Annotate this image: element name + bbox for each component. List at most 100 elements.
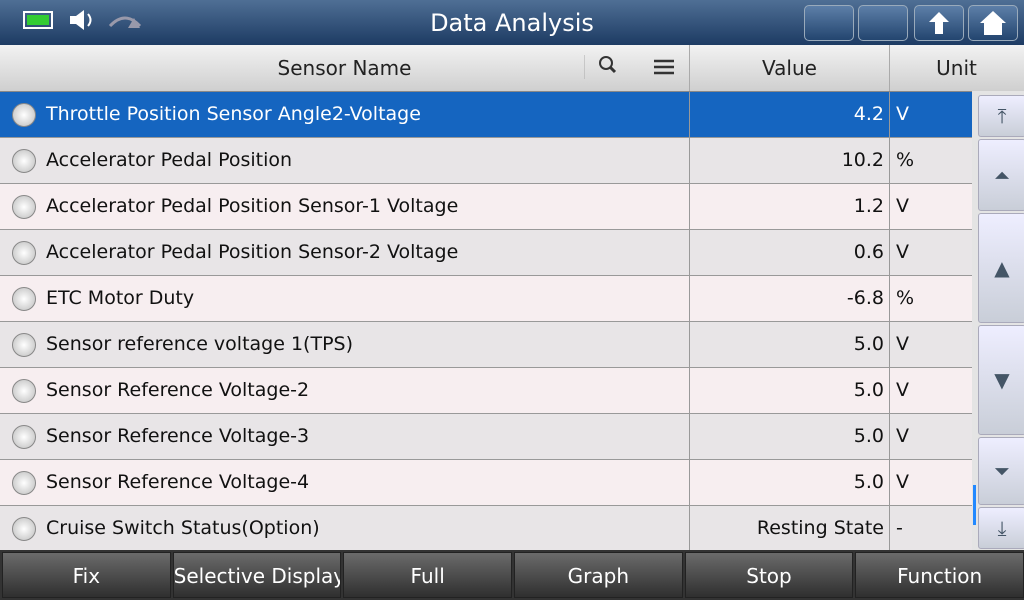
radio-button[interactable] bbox=[12, 195, 36, 219]
sensor-name: Sensor reference voltage 1(TPS) bbox=[46, 333, 353, 355]
sensor-value: 10.2 bbox=[841, 149, 884, 171]
scrollbar: ⤒ ⏶ ▲ ▼ ⏷ ⤓ bbox=[972, 91, 1024, 550]
sensor-name: Cruise Switch Status(Option) bbox=[46, 517, 320, 539]
column-divider bbox=[889, 276, 890, 321]
sensor-value: 4.2 bbox=[853, 103, 884, 125]
column-header: Sensor Name bbox=[0, 45, 690, 91]
column-divider bbox=[689, 184, 690, 229]
radio-button[interactable] bbox=[12, 425, 36, 449]
sensor-row[interactable]: Sensor Reference Voltage-2 5.0 V bbox=[0, 368, 972, 414]
column-divider bbox=[889, 138, 890, 183]
sensor-name: ETC Motor Duty bbox=[46, 287, 195, 309]
sensor-unit: - bbox=[896, 517, 903, 539]
sensor-row[interactable]: Cruise Switch Status(Option) Resting Stat… bbox=[0, 506, 972, 552]
sensor-unit: V bbox=[896, 379, 909, 401]
radio-button[interactable] bbox=[12, 517, 36, 541]
sensor-name: Accelerator Pedal Position bbox=[46, 149, 293, 171]
column-header: Value bbox=[690, 45, 890, 91]
radio-button[interactable] bbox=[12, 287, 36, 311]
column-divider bbox=[889, 368, 890, 413]
sensor-value: 5.0 bbox=[853, 379, 884, 401]
column-divider bbox=[889, 230, 890, 275]
column-divider bbox=[889, 322, 890, 367]
sensor-name: Sensor Reference Voltage-2 bbox=[46, 379, 310, 401]
sensor-name: Accelerator Pedal Position Sensor-1 Volt… bbox=[46, 195, 459, 217]
scroll-thumb bbox=[973, 485, 976, 525]
header-tools[interactable] bbox=[584, 45, 684, 91]
column-divider bbox=[889, 414, 890, 459]
sensor-value: Resting State bbox=[756, 517, 884, 539]
page-down[interactable]: ⏷ bbox=[978, 437, 1024, 505]
line-down[interactable]: ▼ bbox=[978, 325, 1024, 435]
radio-button[interactable] bbox=[12, 333, 36, 357]
sensor-row[interactable]: Sensor Reference Voltage-3 5.0 V bbox=[0, 414, 972, 460]
home-icon bbox=[980, 11, 1006, 35]
sensor-value: 0.6 bbox=[853, 241, 884, 263]
column-divider bbox=[689, 506, 690, 551]
sensor-unit: V bbox=[896, 103, 909, 125]
sensor-unit: V bbox=[896, 333, 909, 355]
radio-button[interactable] bbox=[12, 379, 36, 403]
home-button[interactable] bbox=[968, 5, 1018, 41]
radio-button[interactable] bbox=[12, 149, 36, 173]
sensor-unit: % bbox=[896, 287, 915, 309]
column-header: Unit bbox=[936, 56, 977, 80]
toolbar-button[interactable]: Full bbox=[343, 552, 512, 598]
column-divider bbox=[689, 138, 690, 183]
toolbar-button[interactable]: Fix bbox=[2, 552, 171, 598]
column-divider bbox=[689, 460, 690, 505]
toolbar-button[interactable]: Selective Display bbox=[172, 552, 342, 598]
back-icon bbox=[929, 12, 949, 34]
sensor-row[interactable]: Accelerator Pedal Position Sensor-2 Volt… bbox=[0, 230, 972, 276]
column-divider bbox=[889, 506, 890, 551]
vehicle-info-button[interactable] bbox=[804, 5, 854, 41]
column-title: Sensor Name bbox=[277, 56, 412, 80]
sensor-value: 1.2 bbox=[853, 195, 884, 217]
sensor-row[interactable]: Sensor reference voltage 1(TPS) 5.0 V bbox=[0, 322, 972, 368]
sensor-name: Accelerator Pedal Position Sensor-2 Volt… bbox=[46, 241, 459, 263]
sensor-value: 5.0 bbox=[853, 333, 884, 355]
back-button[interactable] bbox=[914, 5, 964, 41]
sensor-unit: % bbox=[896, 149, 915, 171]
sensor-unit: V bbox=[896, 471, 909, 493]
sensor-row[interactable]: Accelerator Pedal Position 10.2% bbox=[0, 138, 972, 184]
scroll-top[interactable]: ⤒ bbox=[978, 95, 1024, 137]
sensor-row[interactable]: Accelerator Pedal Position Sensor-1 Volt… bbox=[0, 184, 972, 230]
sensor-name: Sensor Reference Voltage-3 bbox=[46, 425, 310, 447]
column-divider bbox=[889, 184, 890, 229]
sensor-row[interactable]: Throttle Position Sensor Angle2-Voltage 4… bbox=[0, 92, 972, 138]
bottom-toolbar: Fix Selective Display Full Graph Stop Functio… bbox=[0, 550, 1024, 600]
column-divider bbox=[889, 92, 890, 137]
screenshot-button[interactable] bbox=[858, 5, 908, 41]
sensor-unit: V bbox=[896, 425, 909, 447]
page-up[interactable]: ⏶ bbox=[978, 139, 1024, 211]
sensor-list: Throttle Position Sensor Angle2-Voltage 4… bbox=[0, 92, 972, 552]
sensor-value: 5.0 bbox=[853, 425, 884, 447]
toolbar-button[interactable]: Stop bbox=[684, 552, 854, 598]
column-divider bbox=[689, 276, 690, 321]
column-divider bbox=[689, 322, 690, 367]
radio-button[interactable] bbox=[12, 471, 36, 495]
column-divider bbox=[889, 460, 890, 505]
sensor-name: Throttle Position Sensor Angle2-Voltage bbox=[46, 103, 421, 125]
sensor-row[interactable]: ETC Motor Duty -6.8% bbox=[0, 276, 972, 322]
sensor-value: -6.8 bbox=[846, 287, 884, 309]
scroll-bottom[interactable]: ⤓ bbox=[978, 507, 1024, 549]
sensor-row[interactable]: Sensor Reference Voltage-4 5.0 V bbox=[0, 460, 972, 506]
toolbar-button[interactable]: Function bbox=[855, 552, 1024, 598]
screen-title: Data Analysis bbox=[430, 9, 594, 37]
sensor-unit: V bbox=[896, 241, 909, 263]
column-divider bbox=[689, 230, 690, 275]
toolbar-button[interactable]: Graph bbox=[514, 552, 683, 598]
line-up[interactable]: ▲ bbox=[978, 213, 1024, 323]
status-icons bbox=[23, 10, 142, 30]
column-divider bbox=[689, 368, 690, 413]
table-header: Sensor Name Value Unit bbox=[0, 45, 1024, 92]
radio-button[interactable] bbox=[12, 241, 36, 265]
sensor-unit: V bbox=[896, 195, 909, 217]
radio-button[interactable] bbox=[12, 103, 36, 127]
sensor-value: 5.0 bbox=[853, 471, 884, 493]
column-divider bbox=[689, 92, 690, 137]
title-bar: Data Analysis bbox=[0, 0, 1024, 45]
